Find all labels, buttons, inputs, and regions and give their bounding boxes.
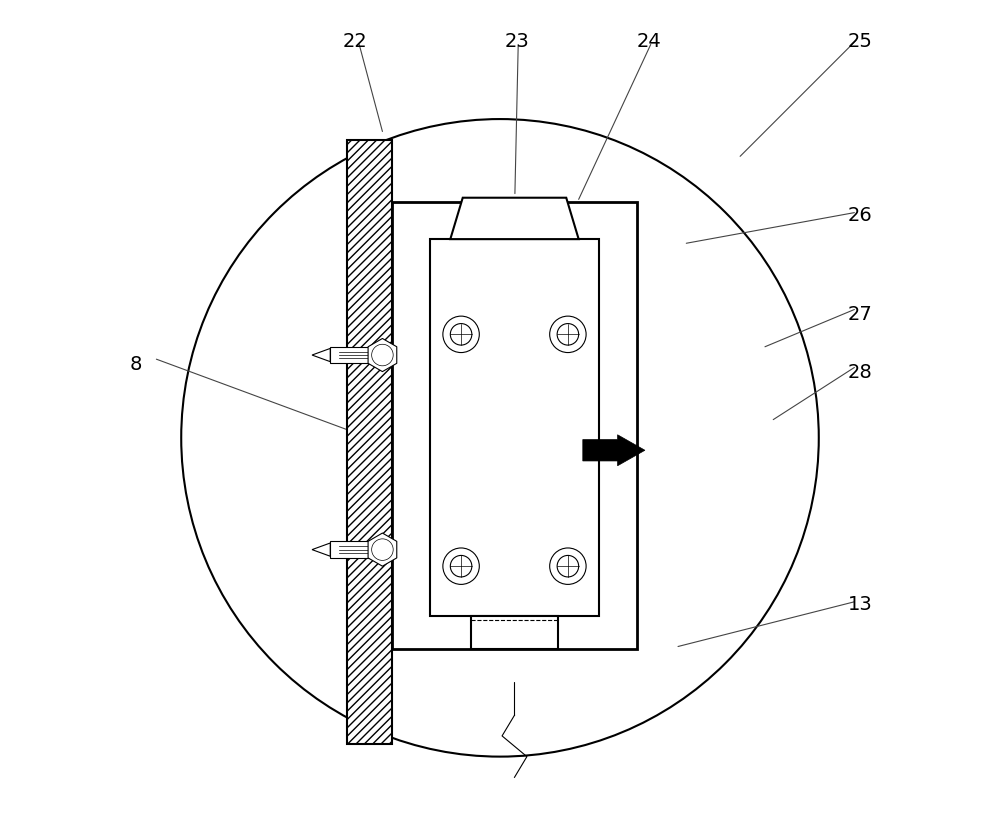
Text: 8: 8	[129, 355, 142, 373]
Bar	[330, 542, 391, 558]
Text: 28: 28	[848, 363, 873, 381]
Circle shape	[557, 324, 579, 346]
Polygon shape	[450, 198, 579, 240]
Bar	[347, 141, 392, 744]
Polygon shape	[583, 435, 645, 466]
Text: 25: 25	[848, 32, 873, 50]
Circle shape	[550, 317, 586, 353]
Circle shape	[372, 539, 393, 561]
Polygon shape	[368, 339, 397, 372]
Circle shape	[550, 548, 586, 585]
Circle shape	[450, 556, 472, 577]
Circle shape	[443, 548, 479, 585]
Text: 26: 26	[848, 206, 873, 224]
Circle shape	[557, 556, 579, 577]
Circle shape	[181, 120, 819, 757]
Polygon shape	[312, 349, 330, 362]
Circle shape	[450, 324, 472, 346]
Circle shape	[443, 317, 479, 353]
Text: 22: 22	[343, 32, 367, 50]
Bar	[392, 203, 637, 649]
Polygon shape	[368, 533, 397, 566]
Text: 13: 13	[848, 595, 873, 613]
Text: 23: 23	[504, 32, 529, 50]
Text: 24: 24	[637, 32, 661, 50]
Bar	[430, 240, 599, 616]
Circle shape	[372, 345, 393, 366]
Polygon shape	[312, 543, 330, 557]
Bar	[471, 616, 558, 649]
Bar	[347, 141, 392, 744]
Text: 27: 27	[848, 305, 873, 323]
Bar	[330, 347, 391, 364]
